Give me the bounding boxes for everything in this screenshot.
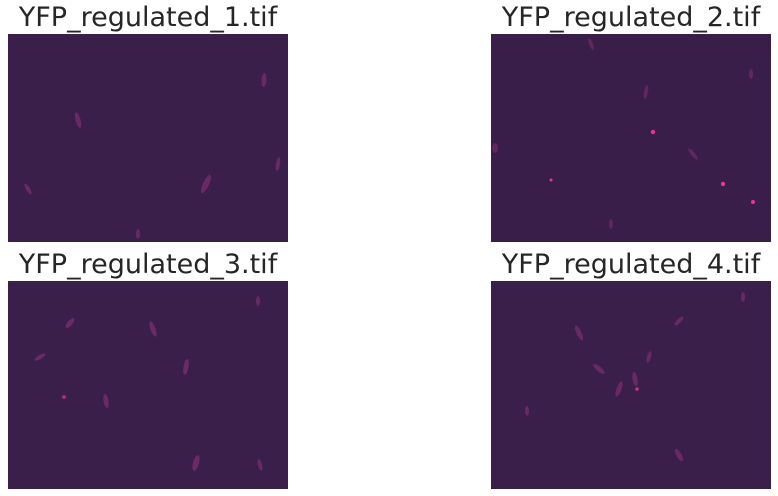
image-background xyxy=(8,34,288,242)
cell xyxy=(574,325,584,341)
cell xyxy=(525,406,529,416)
cell xyxy=(588,38,594,50)
panel-title-3: YFP_regulated_3.tif xyxy=(18,249,278,280)
fluorescent-spot xyxy=(650,129,656,135)
cell xyxy=(609,219,613,229)
cell xyxy=(593,364,605,374)
panel-title-4: YFP_regulated_4.tif xyxy=(501,249,761,280)
cell xyxy=(688,148,698,160)
cell xyxy=(256,296,260,306)
cell xyxy=(200,174,212,194)
cell xyxy=(257,459,263,471)
cell xyxy=(136,229,140,239)
cell xyxy=(674,448,684,462)
panel-title-1: YFP_regulated_1.tif xyxy=(18,2,278,33)
cell xyxy=(74,112,82,128)
fluorescent-spot xyxy=(549,178,553,182)
cell xyxy=(261,73,267,87)
microscopy-image-1 xyxy=(8,34,288,242)
cell xyxy=(749,69,753,79)
fluorescent-spot xyxy=(635,387,639,391)
cell xyxy=(65,318,75,328)
cell xyxy=(615,381,623,397)
fluorescent-spot xyxy=(751,200,755,204)
microscopy-image-4 xyxy=(491,281,771,489)
image-background xyxy=(491,281,771,489)
cell xyxy=(149,321,157,337)
image-background xyxy=(491,34,771,242)
cell xyxy=(34,353,46,361)
microscopy-image-3 xyxy=(8,281,288,489)
fluorescent-spot xyxy=(720,181,726,187)
cell xyxy=(24,183,32,195)
cell xyxy=(632,372,638,386)
image-background xyxy=(8,281,288,489)
fluorescent-spot xyxy=(62,395,66,399)
cell xyxy=(275,157,281,171)
cell xyxy=(183,359,189,375)
cell xyxy=(646,351,652,363)
cell xyxy=(192,455,200,471)
cell xyxy=(492,143,498,153)
cell xyxy=(643,85,649,99)
microscopy-image-2 xyxy=(491,34,771,242)
cell xyxy=(741,292,745,302)
cell xyxy=(103,394,109,408)
panel-title-2: YFP_regulated_2.tif xyxy=(501,2,761,33)
cell xyxy=(674,316,684,326)
